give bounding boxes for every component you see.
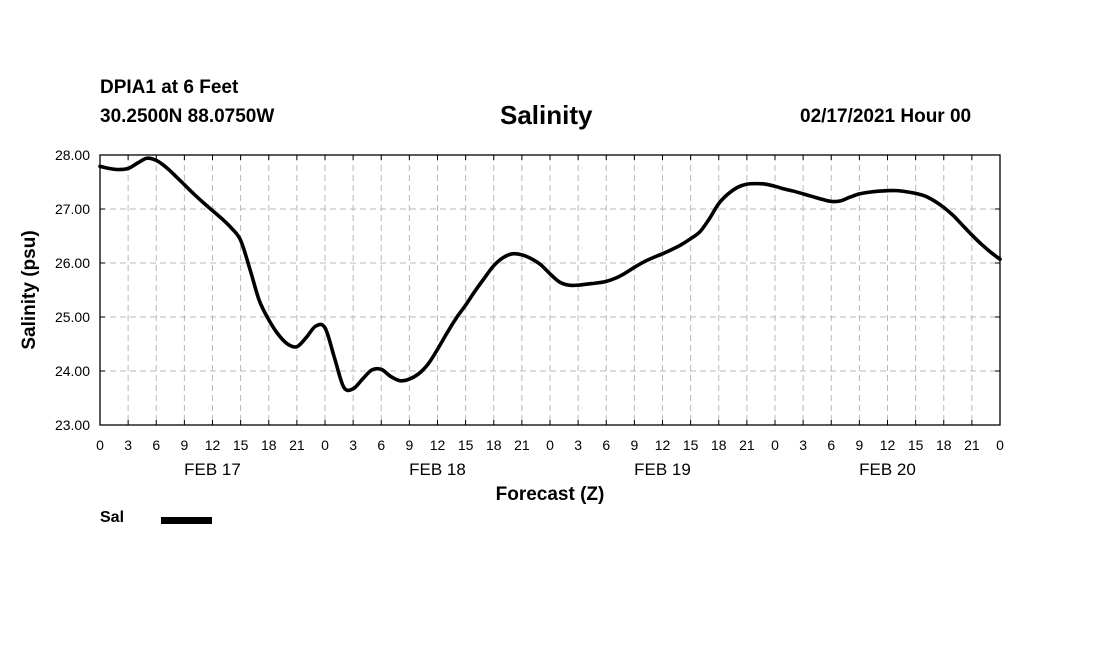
x-tick-label: 9 (630, 437, 638, 453)
x-tick-label: 3 (349, 437, 357, 453)
date-label: FEB 17 (184, 460, 241, 479)
y-tick-label: 24.00 (55, 363, 90, 379)
y-tick-label: 23.00 (55, 417, 90, 433)
date-labels: FEB 17 FEB 18 FEB 19 FEB 20 (184, 460, 916, 479)
date-label: FEB 19 (634, 460, 691, 479)
date-label: FEB 20 (859, 460, 916, 479)
axis-ticks (99, 154, 1001, 426)
x-tick-label: 15 (683, 437, 699, 453)
legend-label: Sal (100, 509, 125, 526)
x-tick-labels: 0 3 6 9 12 15 18 21 0 3 6 9 12 15 18 21 0 3 6 9 12 15 18 21 0 3 6 9… (96, 437, 1004, 453)
x-tick-label: 0 (96, 437, 104, 453)
y-tick-label: 26.00 (55, 255, 90, 271)
x-tick-label: 0 (771, 437, 779, 453)
x-tick-label: 6 (827, 437, 835, 453)
x-tick-label: 0 (321, 437, 329, 453)
x-tick-label: 3 (799, 437, 807, 453)
x-tick-label: 9 (405, 437, 413, 453)
x-tick-label: 15 (458, 437, 474, 453)
x-tick-label: 18 (486, 437, 502, 453)
x-tick-label: 18 (261, 437, 277, 453)
x-tick-label: 6 (377, 437, 385, 453)
grid-lines (100, 155, 1000, 425)
y-axis-label: Salinity (psu) (19, 230, 40, 349)
y-tick-label: 28.00 (55, 147, 90, 163)
x-tick-label: 6 (602, 437, 610, 453)
x-tick-label: 21 (514, 437, 530, 453)
x-tick-label: 3 (124, 437, 132, 453)
x-tick-label: 21 (289, 437, 305, 453)
x-tick-label: 15 (908, 437, 924, 453)
date-label: FEB 18 (409, 460, 466, 479)
forecast-datetime: 02/17/2021 Hour 00 (800, 106, 972, 127)
y-tick-label: 25.00 (55, 309, 90, 325)
x-tick-label: 0 (996, 437, 1004, 453)
station-coordinates: 30.2500N 88.0750W (100, 106, 275, 127)
salinity-series-line (98, 156, 1002, 393)
legend-line-swatch (161, 517, 212, 524)
x-tick-label: 21 (739, 437, 755, 453)
x-tick-label: 18 (711, 437, 727, 453)
y-tick-label: 27.00 (55, 201, 90, 217)
x-tick-label: 3 (574, 437, 582, 453)
x-tick-label: 0 (546, 437, 554, 453)
x-tick-label: 12 (430, 437, 446, 453)
x-tick-label: 12 (655, 437, 671, 453)
x-tick-label: 9 (180, 437, 188, 453)
x-axis-label: Forecast (Z) (496, 484, 605, 505)
x-tick-label: 12 (880, 437, 896, 453)
chart-title: Salinity (500, 100, 593, 130)
x-tick-label: 6 (152, 437, 160, 453)
x-tick-label: 21 (964, 437, 980, 453)
x-tick-label: 12 (205, 437, 221, 453)
x-tick-label: 9 (855, 437, 863, 453)
x-tick-label: 15 (233, 437, 249, 453)
y-tick-labels: 23.00 24.00 25.00 26.00 27.00 28.00 (55, 147, 90, 433)
x-tick-label: 18 (936, 437, 952, 453)
station-name: DPIA1 at 6 Feet (100, 77, 239, 98)
